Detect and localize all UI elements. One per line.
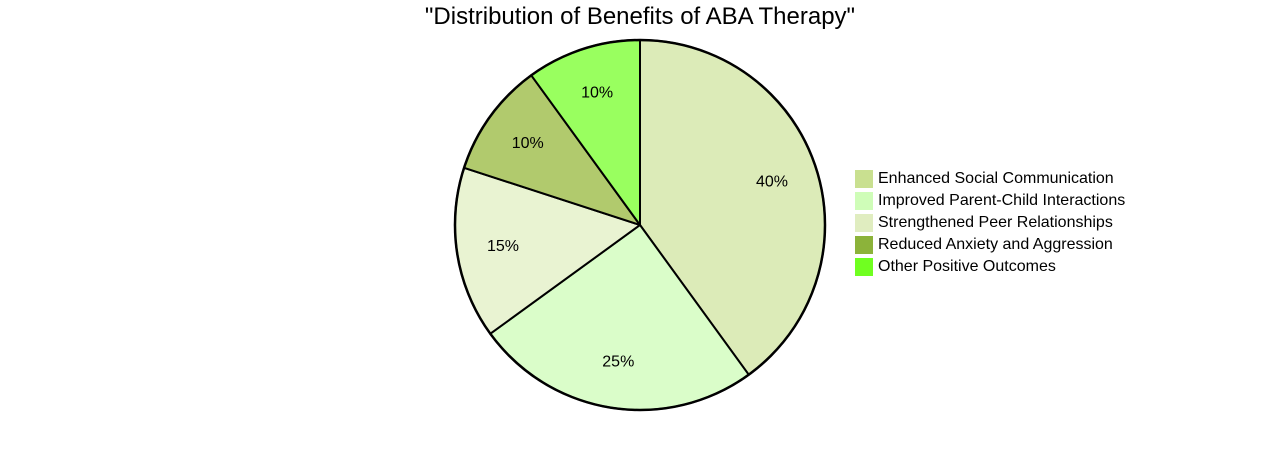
legend-swatch: [855, 214, 873, 232]
slice-label-4: 10%: [512, 135, 544, 152]
legend: Enhanced Social Communication Improved Pa…: [855, 168, 1125, 278]
legend-swatch: [855, 258, 873, 276]
legend-item-5: Other Positive Outcomes: [855, 256, 1125, 278]
legend-item-4: Reduced Anxiety and Aggression: [855, 234, 1125, 256]
pie-outline: [453, 38, 827, 412]
slice-label-1: 40%: [756, 174, 788, 191]
slice-label-3: 15%: [487, 238, 519, 255]
legend-swatch: [855, 192, 873, 210]
legend-label: Other Positive Outcomes: [878, 258, 1056, 275]
legend-label: Improved Parent-Child Interactions: [878, 192, 1126, 209]
slice-label-5: 10%: [581, 85, 613, 102]
legend-label: Enhanced Social Communication: [878, 170, 1114, 187]
slice-label-2: 25%: [602, 354, 634, 371]
chart-title: "Distribution of Benefits of ABA Therapy…: [424, 3, 856, 30]
legend-label: Strengthened Peer Relationships: [878, 214, 1113, 231]
legend-swatch: [855, 170, 873, 188]
legend-item-3: Strengthened Peer Relationships: [855, 212, 1125, 234]
legend-item-1: Enhanced Social Communication: [855, 168, 1125, 190]
legend-swatch: [855, 236, 873, 254]
legend-label: Reduced Anxiety and Aggression: [878, 236, 1113, 253]
legend-item-2: Improved Parent-Child Interactions: [855, 190, 1125, 212]
